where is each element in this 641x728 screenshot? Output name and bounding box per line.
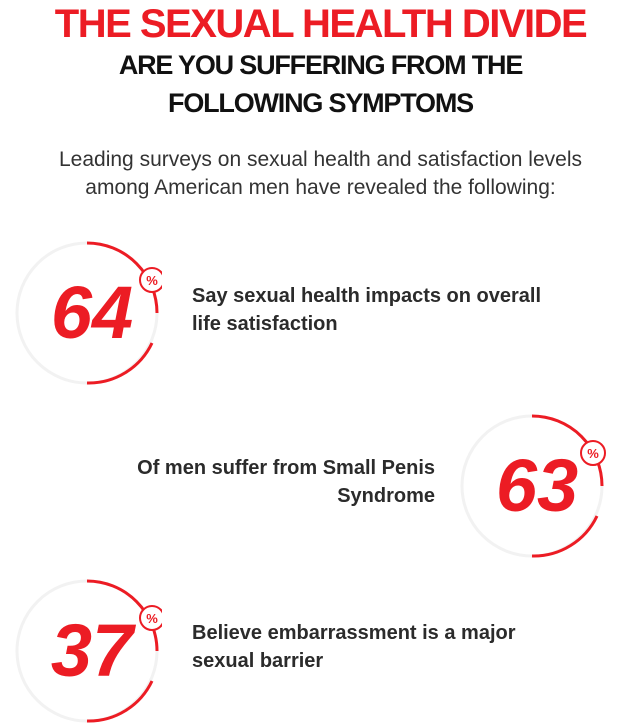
percent-badge-circle xyxy=(580,440,606,466)
percent-badge-circle xyxy=(139,605,162,631)
badge-ring-arc xyxy=(86,241,159,314)
badge-ring-arc-lower xyxy=(86,680,154,723)
subheadline-line-2: FOLLOWING SYMPTOMS xyxy=(168,88,474,118)
stat-value: 63 xyxy=(496,444,578,527)
badge-ring-arc-lower xyxy=(86,342,154,385)
stat-value: 64 xyxy=(51,271,133,354)
intro-line-2: among American men have revealed the fol… xyxy=(85,176,556,199)
stat-text-1-line-2: life satisfaction xyxy=(192,313,338,335)
page-subheadline: ARE YOU SUFFERING FROM THE FOLLOWING SYM… xyxy=(0,46,641,122)
stat-text-2-line-1: Of men suffer from Small Penis xyxy=(137,457,435,479)
page-headline: THE SEXUAL HEALTH DIVIDE xyxy=(54,2,588,46)
stat-text-3-line-2: sexual barrier xyxy=(192,650,324,672)
percent-symbol: % xyxy=(146,273,158,288)
percent-badge-circle xyxy=(139,267,162,293)
percent-symbol: % xyxy=(587,446,599,461)
intro-paragraph: Leading surveys on sexual health and sat… xyxy=(0,146,641,202)
subheadline-line-1: ARE YOU SUFFERING FROM THE xyxy=(118,50,524,80)
badge-ring-arc-lower xyxy=(531,515,599,558)
stat-badge-3: 37 % xyxy=(12,576,162,726)
stat-value: 37 xyxy=(51,609,137,692)
percent-symbol: % xyxy=(146,611,158,626)
badge-ring-arc xyxy=(531,414,604,487)
stat-text-2-line-2: Syndrome xyxy=(337,485,435,507)
stat-text-2: Of men suffer from Small Penis Syndrome xyxy=(40,454,435,510)
intro-line-1: Leading surveys on sexual health and sat… xyxy=(59,148,582,171)
stat-badge-2: 63 % xyxy=(457,411,607,561)
stat-text-3-line-1: Believe embarrassment is a major xyxy=(192,622,516,644)
stat-badge-1: 64 % xyxy=(12,238,162,388)
stat-text-1-line-1: Say sexual health impacts on overall xyxy=(192,285,542,307)
stat-text-1: Say sexual health impacts on overall lif… xyxy=(192,282,622,338)
badge-ring-arc xyxy=(86,579,159,652)
stat-text-3: Believe embarrassment is a major sexual … xyxy=(192,619,622,675)
